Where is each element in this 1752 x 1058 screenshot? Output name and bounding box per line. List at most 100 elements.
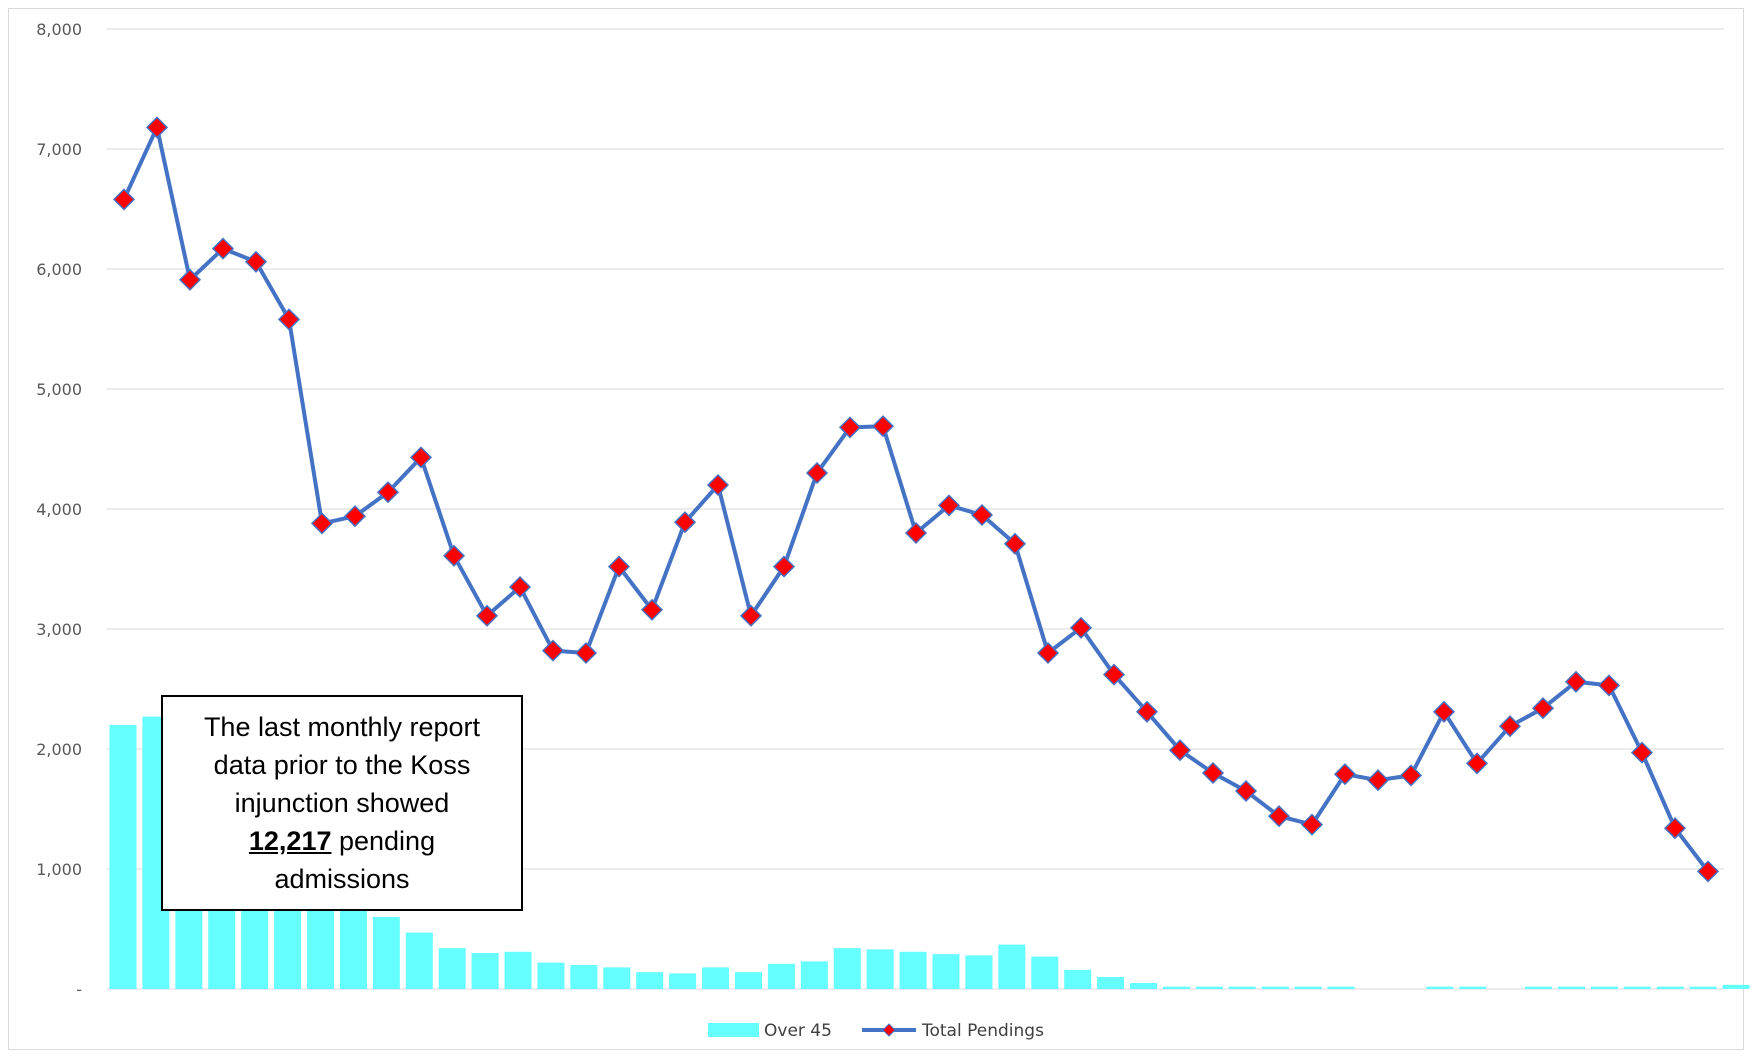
y-tick-label: 1,000 [36, 860, 82, 879]
line-marker-total-pendings [178, 268, 202, 291]
line-marker-total-pendings [211, 237, 235, 260]
line-marker-total-pendings [640, 598, 664, 621]
line-marker-total-pendings [1267, 805, 1291, 828]
bar-over-45 [372, 917, 400, 989]
bar-over-45 [1623, 986, 1651, 989]
line-marker-total-pendings [739, 604, 763, 627]
y-tick-label: 3,000 [36, 620, 82, 639]
line-marker-total-pendings [1003, 532, 1027, 555]
bar-over-45 [1327, 986, 1355, 989]
bar-over-45 [1557, 986, 1585, 989]
line-marker-total-pendings [145, 116, 169, 139]
line-markers [112, 116, 1720, 883]
legend: Over 45 Total Pendings [708, 1021, 1044, 1041]
bar-over-45 [471, 953, 499, 989]
bar-over-45 [570, 965, 598, 989]
line-marker-total-pendings [1168, 739, 1192, 762]
y-tick-label: 7,000 [36, 140, 82, 159]
line-marker-total-pendings [607, 555, 631, 578]
bar-over-45 [109, 725, 137, 989]
annotation-highlight-number: 12,217 [248, 826, 332, 856]
annotation-line-2: data prior to the Koss [213, 750, 471, 780]
line-marker-total-pendings [1333, 763, 1357, 786]
line-marker-total-pendings [1531, 697, 1555, 720]
bar-over-45 [1064, 969, 1092, 989]
line-marker-total-pendings [1696, 860, 1720, 883]
y-tick-label: 5,000 [36, 380, 82, 399]
line-marker-total-pendings [1597, 674, 1621, 697]
line-marker-total-pendings [343, 505, 367, 528]
line-marker-total-pendings [475, 604, 499, 627]
chart-frame [8, 8, 1744, 1050]
bar-over-45 [998, 944, 1026, 989]
line-marker-total-pendings [772, 555, 796, 578]
line-marker-total-pendings [904, 521, 928, 545]
bar-over-45 [1097, 977, 1125, 989]
bar-over-45 [636, 972, 664, 989]
bar-over-45 [800, 961, 828, 989]
line-marker-total-pendings [409, 446, 433, 469]
line-marker-total-pendings [376, 481, 400, 504]
legend-marker-total-pendings [882, 1023, 896, 1037]
line-marker-total-pendings [1135, 700, 1159, 723]
bar-over-45 [734, 972, 762, 989]
line-marker-total-pendings [1300, 813, 1324, 836]
line-marker-total-pendings [442, 544, 466, 567]
line-marker-total-pendings [871, 415, 895, 438]
bar-over-45 [866, 949, 894, 989]
line-marker-total-pendings [244, 250, 268, 273]
y-axis-ticks: - 1,000 2,000 3,000 4,000 5,000 6,000 7,000 8,00… [36, 20, 82, 999]
line-marker-total-pendings [706, 473, 730, 497]
annotation-line-1: The last monthly report [203, 712, 481, 742]
bar-over-45 [405, 932, 433, 989]
line-marker-total-pendings [1663, 817, 1687, 840]
annotation-box: The last monthly report data prior to th… [161, 695, 523, 911]
line-marker-total-pendings [277, 308, 301, 331]
line-marker-total-pendings [970, 503, 994, 527]
bar-over-45 [438, 948, 466, 989]
bar-over-45 [504, 951, 532, 989]
y-tick-label: 2,000 [36, 740, 82, 759]
bar-over-45 [603, 967, 631, 989]
bar-over-45 [965, 955, 993, 989]
line-marker-total-pendings [1201, 761, 1225, 785]
annotation-line-3: injunction showed [234, 788, 450, 818]
y-tick-label: - [76, 980, 82, 999]
annotation-line-4: 12,217 pending [249, 822, 435, 860]
bar-over-45 [1590, 986, 1618, 989]
line-marker-total-pendings [673, 511, 697, 534]
line-marker-total-pendings [1630, 741, 1654, 764]
y-tick-label: 4,000 [36, 500, 82, 519]
annotation-line-4-suffix: pending [331, 826, 436, 856]
line-marker-total-pendings [1465, 752, 1489, 775]
bar-over-45 [1525, 986, 1553, 989]
line-marker-total-pendings [508, 575, 532, 599]
bar-over-45 [1656, 986, 1684, 989]
bar-over-45 [1130, 983, 1158, 989]
bar-over-45 [899, 951, 927, 989]
bar-over-45 [702, 967, 730, 989]
bar-over-45 [1162, 986, 1190, 989]
bar-over-45 [339, 899, 367, 989]
line-marker-total-pendings [574, 641, 598, 665]
bar-over-45 [1195, 986, 1223, 989]
line-marker-total-pendings [838, 416, 862, 439]
bar-over-45 [1689, 986, 1717, 989]
line-marker-total-pendings [1234, 779, 1258, 803]
bar-over-45 [669, 973, 697, 989]
line-marker-total-pendings [541, 639, 565, 662]
annotation-line-5: admissions [274, 864, 410, 894]
y-tick-label: 8,000 [36, 20, 82, 39]
line-marker-total-pendings [1564, 670, 1588, 693]
grid-lines [107, 28, 1724, 990]
bar-over-45 [1722, 984, 1750, 989]
bar-over-45 [1459, 986, 1487, 989]
bar-over-45 [1426, 986, 1454, 989]
line-marker-total-pendings [1498, 715, 1522, 738]
bar-over-45 [1294, 986, 1322, 989]
line-marker-total-pendings [310, 512, 334, 535]
legend-label-over-45: Over 45 [764, 1021, 832, 1041]
bar-over-45 [1031, 956, 1059, 989]
line-marker-total-pendings [112, 188, 136, 211]
bar-over-45 [932, 954, 960, 989]
